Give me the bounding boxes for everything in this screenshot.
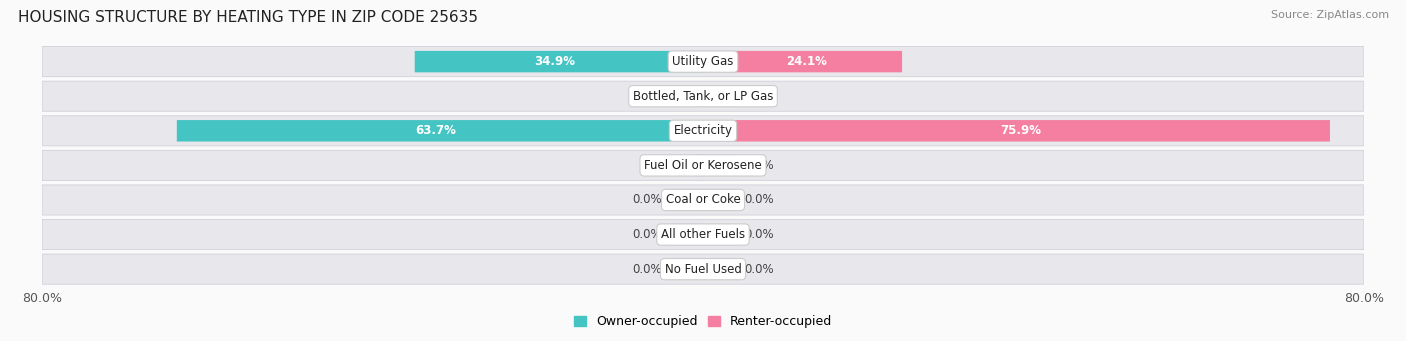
FancyBboxPatch shape xyxy=(669,224,703,245)
FancyBboxPatch shape xyxy=(42,116,1364,146)
FancyBboxPatch shape xyxy=(703,120,1330,142)
Text: 0.0%: 0.0% xyxy=(744,159,773,172)
Text: 0.0%: 0.0% xyxy=(744,193,773,206)
FancyBboxPatch shape xyxy=(177,120,703,142)
Text: Source: ZipAtlas.com: Source: ZipAtlas.com xyxy=(1271,10,1389,20)
FancyBboxPatch shape xyxy=(703,258,737,280)
Text: Electricity: Electricity xyxy=(673,124,733,137)
FancyBboxPatch shape xyxy=(42,150,1364,180)
Text: 0.0%: 0.0% xyxy=(633,228,662,241)
Text: All other Fuels: All other Fuels xyxy=(661,228,745,241)
Text: Coal or Coke: Coal or Coke xyxy=(665,193,741,206)
Text: 0.85%: 0.85% xyxy=(651,159,688,172)
Text: Fuel Oil or Kerosene: Fuel Oil or Kerosene xyxy=(644,159,762,172)
Text: 34.9%: 34.9% xyxy=(534,55,575,68)
Text: 0.0%: 0.0% xyxy=(744,263,773,276)
FancyBboxPatch shape xyxy=(703,189,737,211)
Text: 0.0%: 0.0% xyxy=(633,263,662,276)
Text: Utility Gas: Utility Gas xyxy=(672,55,734,68)
Text: Bottled, Tank, or LP Gas: Bottled, Tank, or LP Gas xyxy=(633,90,773,103)
Text: 0.0%: 0.0% xyxy=(744,228,773,241)
FancyBboxPatch shape xyxy=(42,220,1364,250)
FancyBboxPatch shape xyxy=(696,155,703,176)
FancyBboxPatch shape xyxy=(669,258,703,280)
FancyBboxPatch shape xyxy=(703,51,903,72)
Text: HOUSING STRUCTURE BY HEATING TYPE IN ZIP CODE 25635: HOUSING STRUCTURE BY HEATING TYPE IN ZIP… xyxy=(18,10,478,25)
Text: No Fuel Used: No Fuel Used xyxy=(665,263,741,276)
FancyBboxPatch shape xyxy=(669,189,703,211)
Text: 0.56%: 0.56% xyxy=(652,90,690,103)
Text: 75.9%: 75.9% xyxy=(1000,124,1040,137)
Text: 63.7%: 63.7% xyxy=(415,124,456,137)
FancyBboxPatch shape xyxy=(703,86,737,107)
Text: 0.0%: 0.0% xyxy=(633,193,662,206)
Legend: Owner-occupied, Renter-occupied: Owner-occupied, Renter-occupied xyxy=(568,310,838,333)
Text: 24.1%: 24.1% xyxy=(786,55,827,68)
FancyBboxPatch shape xyxy=(42,47,1364,77)
FancyBboxPatch shape xyxy=(42,254,1364,284)
Text: 0.0%: 0.0% xyxy=(744,90,773,103)
FancyBboxPatch shape xyxy=(703,224,737,245)
FancyBboxPatch shape xyxy=(42,81,1364,111)
FancyBboxPatch shape xyxy=(415,51,703,72)
FancyBboxPatch shape xyxy=(699,86,703,107)
FancyBboxPatch shape xyxy=(42,185,1364,215)
FancyBboxPatch shape xyxy=(703,155,737,176)
